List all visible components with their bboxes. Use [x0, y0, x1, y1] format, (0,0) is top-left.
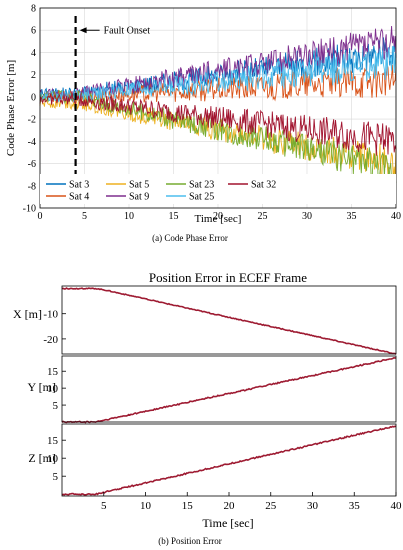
position-line — [61, 356, 397, 424]
legend-label: Sat 3 — [69, 180, 89, 191]
code-phase-y-label: Code Phase Error [m] — [5, 60, 17, 156]
fault-onset-label: Fault Onset — [104, 26, 151, 37]
code-phase-y-tick: -8 — [28, 181, 36, 192]
legend-label: Sat 32 — [251, 180, 276, 191]
code-phase-y-tick: -6 — [28, 159, 36, 170]
subplot-y: 5 10 15 Y [m] — [27, 355, 397, 424]
code-phase-y-tick: 6 — [31, 26, 36, 37]
code-phase-y-tick: -2 — [28, 115, 36, 126]
position-x-tick: 30 — [307, 500, 319, 512]
legend-background — [40, 174, 396, 204]
position-x-label: Time [sec] — [202, 516, 253, 530]
position-x-tick: 40 — [391, 500, 403, 512]
position-x-tick: 35 — [349, 500, 361, 512]
code-phase-y-tick: 2 — [31, 70, 36, 81]
subplot-frame — [61, 355, 397, 423]
code-phase-x-tick: 0 — [38, 211, 43, 222]
series-line-sat-25 — [39, 45, 397, 103]
legend-label: Sat 23 — [189, 180, 214, 191]
subplot-x: -10 -20 X [m] — [13, 285, 397, 355]
code-phase-plot-frame — [39, 7, 397, 209]
code-phase-x-tick: 15 — [169, 211, 179, 222]
code-phase-y-tick: 8 — [31, 4, 36, 15]
code-phase-y-tick: 4 — [31, 48, 36, 59]
position-line — [61, 425, 397, 496]
position-error-title: Position Error in ECEF Frame — [149, 270, 307, 285]
legend-label: Sat 25 — [189, 192, 214, 203]
legend-label: Sat 4 — [69, 192, 89, 203]
code-phase-y-tick: 0 — [31, 92, 36, 103]
code-phase-x-tick: 20 — [213, 211, 223, 222]
series-line-sat-32 — [39, 92, 397, 156]
position-x-tick: 25 — [265, 500, 277, 512]
subplot-frame — [61, 285, 397, 355]
position-error-chart: Position Error in ECEF Frame -10 -20 X [m]… — [13, 270, 402, 546]
position-y-tick: -20 — [43, 334, 58, 346]
subplot-y-label: Y [m] — [27, 380, 56, 394]
position-x-tick: 5 — [101, 500, 107, 512]
position-y-tick: 10 — [47, 453, 59, 465]
subplot-y-label: X [m] — [13, 307, 42, 321]
code-phase-x-tick: 5 — [82, 211, 87, 222]
subplot-y-label: Z [m] — [28, 451, 56, 465]
caption-b: (b) Position Error — [158, 536, 222, 546]
position-x-tick: 20 — [224, 500, 236, 512]
series-line-sat-23 — [39, 89, 397, 184]
position-line — [61, 287, 397, 355]
position-y-tick: 5 — [53, 400, 59, 412]
legend-label: Sat 5 — [129, 180, 149, 191]
position-x-tick: 15 — [182, 500, 194, 512]
position-x-tick: 10 — [140, 500, 152, 512]
position-y-tick: 15 — [47, 435, 59, 447]
legend-label: Sat 9 — [129, 192, 149, 203]
position-y-tick: 5 — [53, 471, 59, 483]
legend: Sat 3 Sat 5 Sat 23 Sat 32 Sat 4 Sat 9 Sat 25 — [40, 174, 396, 204]
position-y-tick: 10 — [47, 383, 59, 395]
caption-a: (a) Code Phase Error — [152, 233, 228, 243]
code-phase-x-tick: 25 — [258, 211, 268, 222]
position-y-tick: -10 — [43, 309, 58, 321]
code-phase-x-tick: 10 — [124, 211, 134, 222]
code-phase-x-label: Time [sec] — [195, 213, 242, 225]
code-phase-x-tick: 40 — [391, 211, 401, 222]
code-phase-x-tick: 30 — [302, 211, 312, 222]
position-y-tick: 15 — [47, 366, 59, 378]
fault-arrowhead-icon — [79, 27, 87, 34]
code-phase-y-tick: -10 — [23, 204, 36, 215]
code-phase-x-tick: 35 — [347, 211, 357, 222]
subplot-z: 5 10 15 Z [m] — [28, 423, 397, 497]
subplot-frame — [61, 423, 397, 497]
code-phase-y-tick: -4 — [28, 137, 36, 148]
code-phase-chart: 0 5 10 15 20 25 30 35 40 -10 -8 -6 -4 -2 0 2 4 6 8 Fault … — [5, 4, 401, 244]
